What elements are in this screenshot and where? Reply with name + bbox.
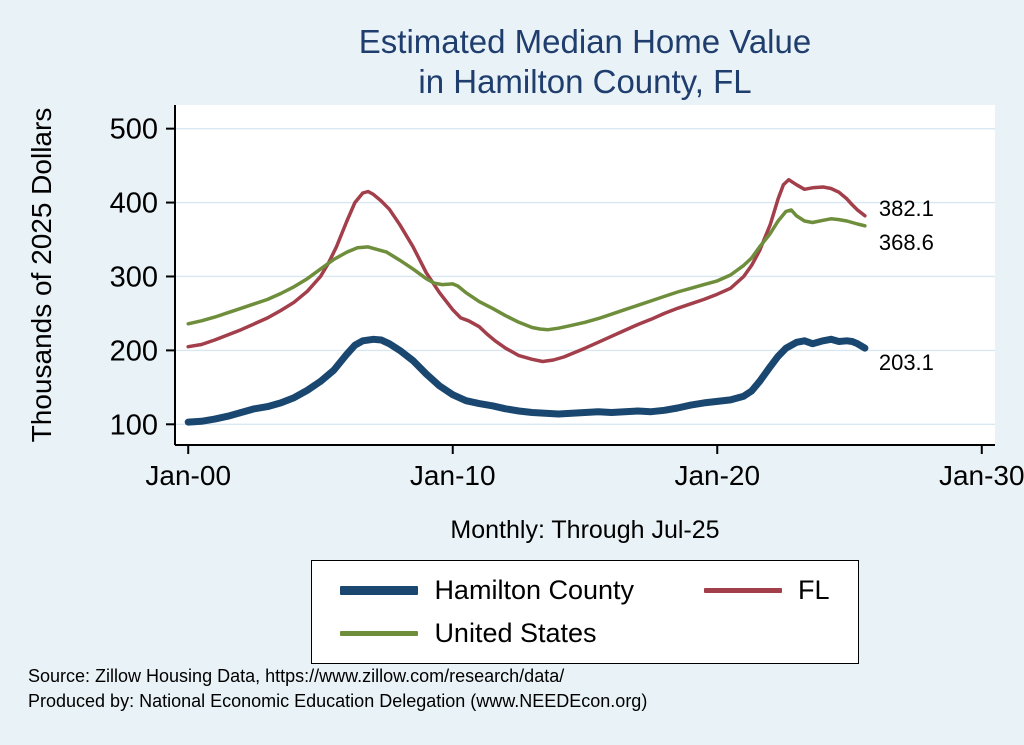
legend-label: Hamilton County	[434, 575, 635, 605]
source-notes: Source: Zillow Housing Data, https://www…	[28, 664, 647, 714]
x-tick-label: Jan-00	[145, 460, 231, 491]
legend: Hamilton County FL United States	[175, 560, 995, 664]
producer-line: Produced by: National Economic Education…	[28, 691, 648, 712]
y-tick-label: 500	[110, 114, 158, 146]
legend-item-hamilton-county: Hamilton County	[340, 575, 634, 606]
end-value-label-fl: 382.1	[879, 196, 934, 221]
legend-line-swatch	[704, 588, 783, 593]
source-line: Source: Zillow Housing Data, https://www…	[28, 666, 565, 686]
legend-line-swatch	[340, 586, 419, 595]
chart-title-line1: Estimated Median Home Value	[358, 23, 812, 60]
x-tick-label: Jan-20	[674, 460, 760, 491]
end-value-label-hamilton-county: 203.1	[879, 350, 934, 375]
x-tick-label: Jan-10	[410, 460, 496, 491]
y-tick-label: 100	[110, 409, 158, 441]
x-axis-caption: Monthly: Through Jul-25	[450, 516, 720, 544]
chart-plot-area: 100 200 300 400 500 Jan-00 Jan-10 Jan-20 Jan-30 2…	[110, 105, 1024, 491]
chart-title: Estimated Median Home Value in Hamilton …	[175, 22, 995, 103]
end-value-label-united-states: 368.6	[879, 230, 934, 255]
legend-box: Hamilton County FL United States	[311, 560, 859, 664]
series-line-hamilton-county	[184, 335, 869, 426]
legend-label: United States	[434, 618, 597, 648]
legend-item-fl: FL	[704, 575, 830, 606]
x-tick-label: Jan-30	[939, 460, 1024, 491]
legend-item-united-states: United States	[340, 618, 634, 649]
legend-line-swatch	[340, 631, 419, 636]
chart-title-line2: in Hamilton County, FL	[418, 63, 752, 101]
y-tick-label: 400	[110, 188, 158, 220]
y-tick-label: 200	[110, 335, 158, 367]
series-line-united-states	[186, 208, 867, 332]
y-tick-label: 300	[110, 261, 158, 293]
legend-label: FL	[798, 575, 830, 605]
